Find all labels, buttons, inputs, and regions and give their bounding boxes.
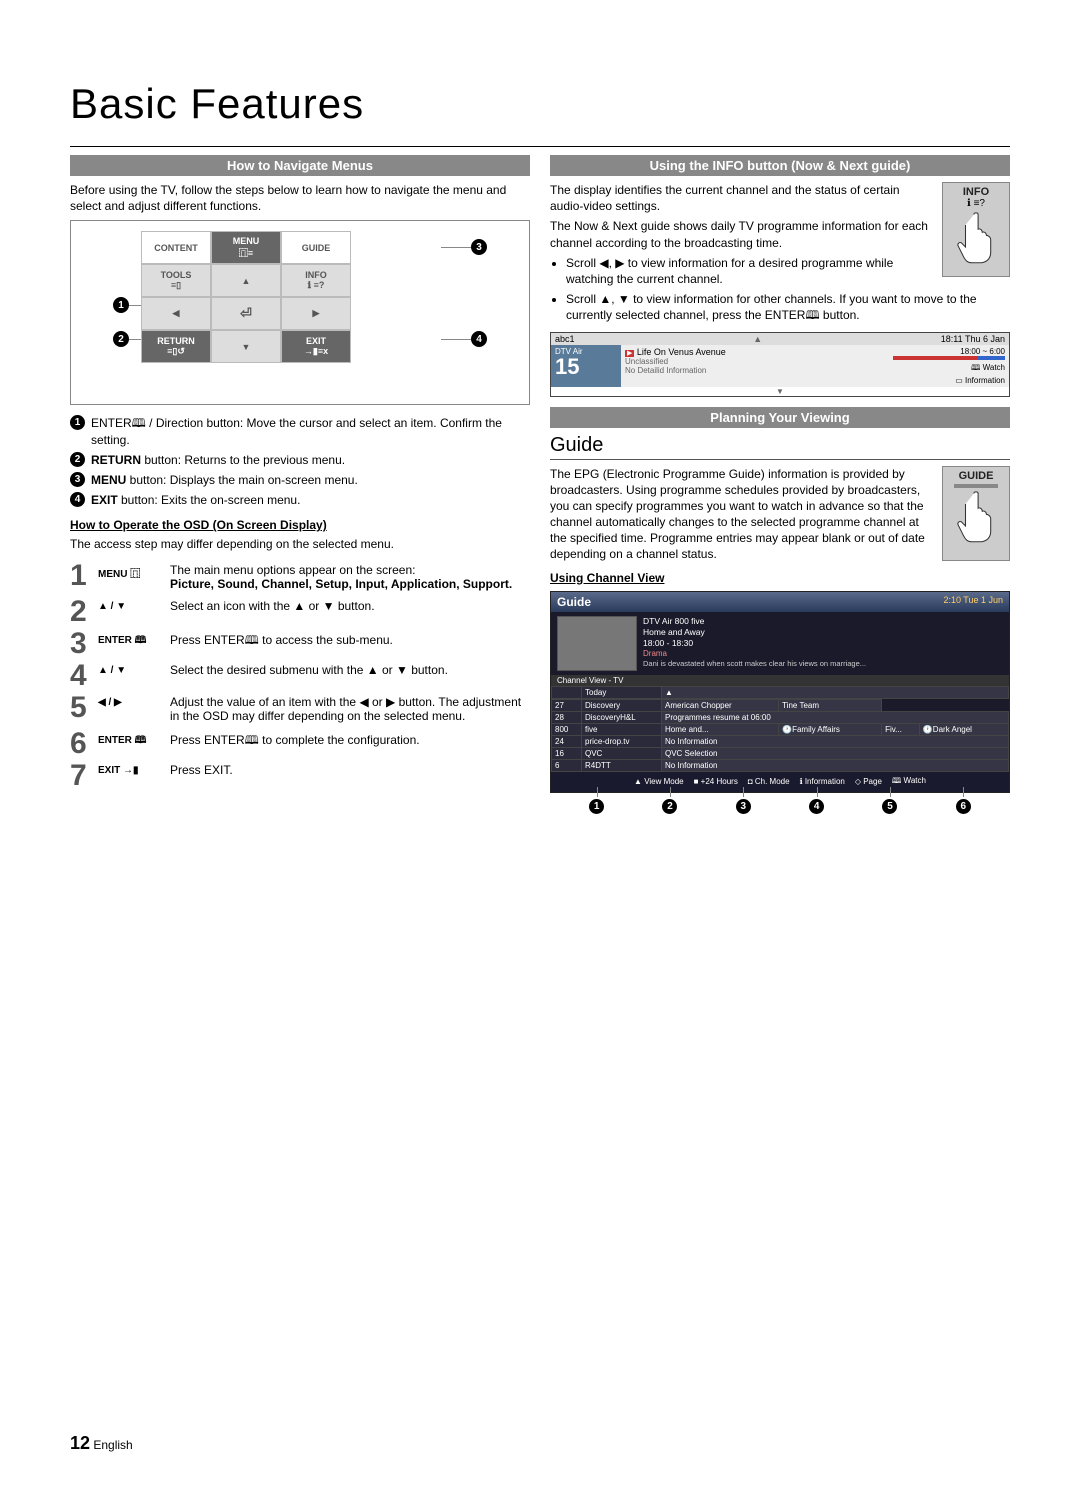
info-button-graphic: INFO ℹ ≡? xyxy=(942,182,1010,277)
intro-text: Before using the TV, follow the steps be… xyxy=(70,182,530,214)
page-title: Basic Features xyxy=(70,80,1010,128)
left-column: How to Navigate Menus Before using the T… xyxy=(70,155,530,814)
osd-note: The access step may differ depending on … xyxy=(70,536,530,552)
section-navigate-menus: How to Navigate Menus xyxy=(70,155,530,176)
callout-2-text: RETURN button: Returns to the previous m… xyxy=(91,452,345,468)
hand-icon xyxy=(955,488,997,543)
callout-2: 2 xyxy=(113,331,129,347)
section-info-button: Using the INFO button (Now & Next guide) xyxy=(550,155,1010,176)
remote-info: INFOℹ ≡? xyxy=(281,264,351,297)
guide-desc: The EPG (Electronic Programme Guide) inf… xyxy=(550,466,1010,563)
remote-down: ▼ xyxy=(211,330,281,363)
remote-right: ▶ xyxy=(281,297,351,330)
info-p1: The display identifies the current chann… xyxy=(550,182,1010,214)
guide-callouts: 123456 xyxy=(550,799,1010,814)
guide-screenshot: Guide 2:10 Tue 1 Jun DTV Air 800 five Ho… xyxy=(550,591,1010,793)
callout-4: 4 xyxy=(471,331,487,347)
callout-list: 1ENTER🕮 / Direction button: Move the cur… xyxy=(70,415,530,508)
remote-content: CONTENT xyxy=(141,231,211,264)
callout-1-text: ENTER🕮 / Direction button: Move the curs… xyxy=(91,415,530,447)
osd-heading: How to Operate the OSD (On Screen Displa… xyxy=(70,518,530,532)
channel-view-heading: Using Channel View xyxy=(550,571,1010,585)
section-planning: Planning Your Viewing xyxy=(550,407,1010,428)
remote-up: ▲ xyxy=(211,264,281,297)
remote-return: RETURN≡▯↺ xyxy=(141,330,211,363)
now-next-infobox: abc1 ▲ 18:11 Thu 6 Jan DTV Air 15 ▶ Life… xyxy=(550,332,1010,397)
callout-3-text: MENU button: Displays the main on-screen… xyxy=(91,472,358,488)
right-column: Using the INFO button (Now & Next guide)… xyxy=(550,155,1010,814)
remote-diagram: CONTENT MENU⿵≡ GUIDE TOOLS≡▯ ▲ INFOℹ ≡? … xyxy=(70,220,530,405)
info-p2: The Now & Next guide shows daily TV prog… xyxy=(550,218,1010,250)
guide-heading: Guide xyxy=(550,434,1010,457)
callout-1: 1 xyxy=(113,297,129,313)
remote-left: ◀ xyxy=(141,297,211,330)
remote-tools: TOOLS≡▯ xyxy=(141,264,211,297)
callout-4-text: EXIT button: Exits the on-screen menu. xyxy=(91,492,300,508)
remote-exit: EXIT→▮≡x xyxy=(281,330,351,363)
remote-menu: MENU⿵≡ xyxy=(211,231,281,264)
title-rule xyxy=(70,146,1010,147)
page-number: 12 English xyxy=(70,1433,133,1454)
remote-enter: ⏎ xyxy=(211,297,281,330)
hand-icon xyxy=(955,209,997,264)
remote-guide: GUIDE xyxy=(281,231,351,264)
guide-button-graphic: GUIDE xyxy=(942,466,1010,561)
osd-steps: 1MENU ⿵ The main menu options appear on … xyxy=(70,559,530,791)
callout-3: 3 xyxy=(471,239,487,255)
guide-table: Today▲ xyxy=(551,686,1009,699)
